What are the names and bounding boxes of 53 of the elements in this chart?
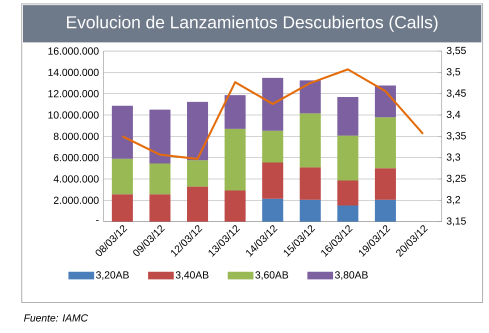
y2-tick-label: 3,55 [446, 46, 466, 56]
bar [262, 130, 284, 162]
y-tick-label: 2.000.000 [54, 196, 99, 204]
legend-label: 3,60AB [255, 271, 288, 280]
y-tick-label: 8.000.000 [54, 132, 99, 140]
bar [337, 180, 358, 206]
bar [187, 186, 208, 222]
source-note: Fuente: IAMC [24, 314, 88, 322]
y2-tick-label: 3,35 [446, 132, 466, 140]
bar [374, 85, 396, 118]
y2-tick-label: 3,4 [446, 110, 460, 120]
bar [374, 200, 396, 222]
y-tick-label: - [96, 220, 99, 221]
chart-title: Evolucion de Lanzamientos Descubiertos (Calls) [67, 16, 438, 32]
y-tick-label: 6.000.000 [54, 154, 99, 162]
bar [112, 106, 133, 159]
bar [262, 198, 284, 222]
bar [300, 200, 321, 222]
bar [224, 94, 246, 129]
y-tick-label: 16.000.000 [48, 47, 99, 55]
legend-label: 3,20AB [96, 271, 129, 280]
bar [262, 162, 284, 199]
bar [224, 128, 246, 190]
y-tick-label: 14.000.000 [48, 68, 99, 76]
bar [187, 160, 208, 186]
y2-tick-label: 3,45 [446, 89, 466, 98]
bar [187, 102, 208, 160]
y-tick-label: 12.000.000 [48, 90, 99, 98]
bar [224, 190, 246, 222]
y-tick-label: 10.000.000 [48, 111, 99, 118]
y2-tick-label: 3,2 [446, 196, 460, 204]
bar [337, 135, 358, 180]
y2-tick-label: 3,5 [446, 68, 460, 76]
y2-tick-label: 3,25 [446, 174, 466, 184]
bar [337, 205, 358, 222]
bar [262, 78, 284, 131]
bar [149, 109, 170, 164]
legend-label: 3,40AB [176, 271, 208, 280]
bar [374, 117, 396, 168]
bar [300, 80, 321, 114]
bar [149, 163, 170, 194]
y2-tick-label: 3,15 [446, 217, 466, 226]
bar [374, 168, 396, 200]
line-series [121, 68, 424, 160]
bar [300, 167, 321, 200]
y2-tick-label: 3,3 [446, 153, 460, 162]
bar [149, 194, 170, 222]
legend-label: 3,80AB [335, 271, 368, 280]
bar [337, 96, 358, 136]
bar [112, 194, 133, 222]
bar [112, 158, 133, 194]
bar [300, 113, 321, 168]
y-tick-label: 4.000.000 [54, 175, 99, 182]
